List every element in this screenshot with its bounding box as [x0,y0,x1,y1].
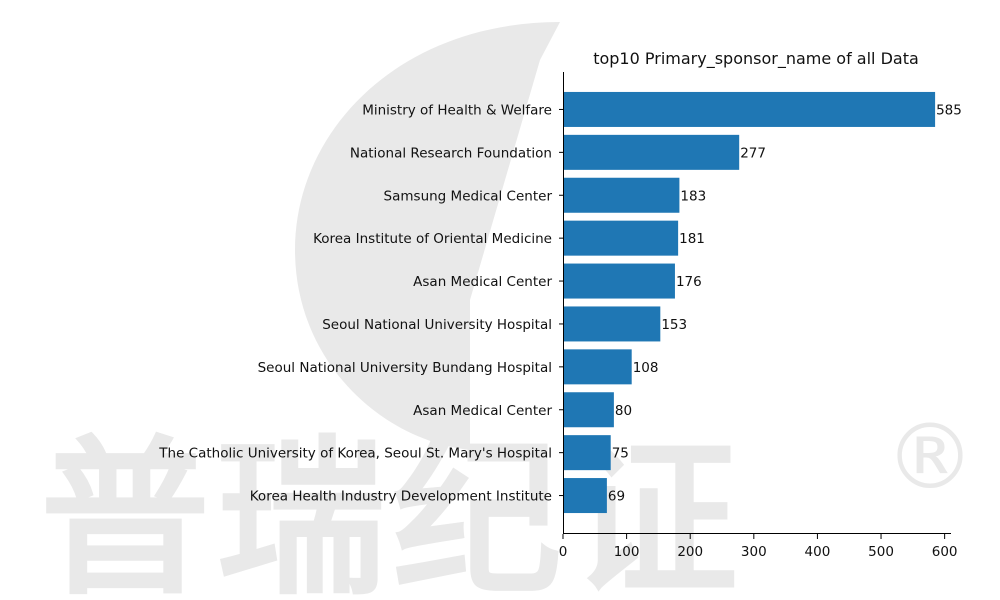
category-label: Korea Institute of Oriental Medicine [313,231,552,247]
x-tick-label: 200 [677,544,703,560]
bar [563,91,936,127]
bar [563,435,611,471]
category-label: Ministry of Health & Welfare [362,102,552,118]
data-label: 108 [633,360,659,376]
data-label: 69 [608,489,625,505]
x-tick-label: 300 [741,544,767,560]
watermark-logo [295,22,560,450]
data-label: 277 [740,145,766,161]
category-label: National Research Foundation [350,145,552,161]
chart-title: top10 Primary_sponsor_name of all Data [593,49,919,69]
x-tick-label: 500 [868,544,894,560]
category-labels-group: Ministry of Health & Welfare National Res… [158,102,563,505]
bar [563,263,675,299]
bar [563,349,632,385]
data-label: 80 [615,403,632,419]
data-label: 75 [612,446,629,462]
bar [563,134,740,170]
data-label: 153 [661,317,687,333]
data-labels-group: 585 277 183 181 176 153 108 80 75 69 [608,102,962,504]
category-label: The Catholic University of Korea, Seoul … [158,446,552,462]
bar [563,392,614,428]
data-label: 181 [679,231,705,247]
bar [563,306,661,342]
watermark-registered-mark: ® [885,405,975,510]
x-tick-label: 400 [805,544,831,560]
bars-group [563,91,936,514]
data-label: 585 [936,102,962,118]
category-label: Asan Medical Center [413,274,552,290]
watermark-text: 普瑞纪证 [40,421,744,600]
x-tick-label: 0 [559,544,568,560]
data-label: 183 [680,188,706,204]
bar [563,177,680,213]
data-label: 176 [676,274,702,290]
category-label: Korea Health Industry Development Instit… [250,489,552,505]
category-label: Asan Medical Center [413,403,552,419]
x-tick-label: 100 [614,544,640,560]
watermark: 普瑞纪证 ® [40,22,975,600]
bar [563,478,607,514]
category-label: Seoul National University Bundang Hospit… [258,360,552,376]
x-tick-label: 600 [932,544,958,560]
bar [563,220,679,256]
category-label: Samsung Medical Center [384,188,553,204]
x-ticks-group: 0 100 200 300 400 500 600 [559,534,958,560]
category-label: Seoul National University Hospital [322,317,552,333]
